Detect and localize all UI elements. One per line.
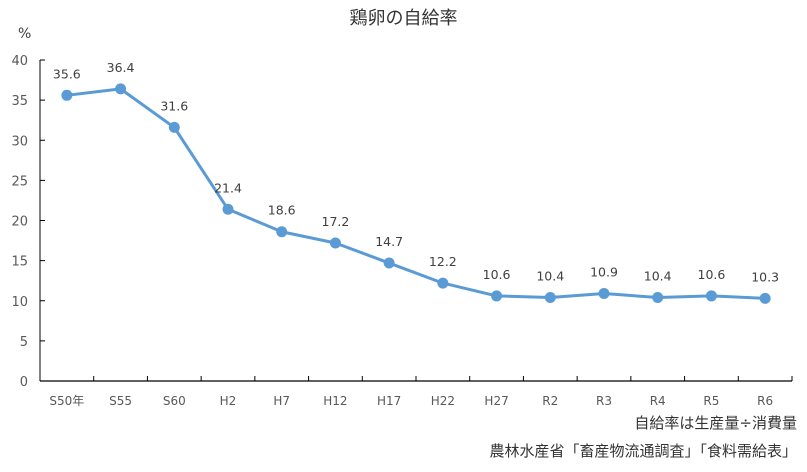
x-tick-label: R3 — [596, 394, 612, 408]
data-point-marker — [437, 277, 449, 289]
series-line — [66, 87, 766, 300]
x-tick-label: H2 — [220, 394, 237, 408]
data-label: 18.6 — [268, 203, 296, 218]
data-point-marker — [168, 121, 180, 133]
x-tick-label: R4 — [650, 394, 666, 408]
y-tick-label: 25 — [11, 174, 28, 189]
data-point-marker — [115, 83, 127, 95]
source-note: 農林水産省「畜産物流通調査」「食料需給表」 — [489, 442, 797, 460]
x-tick-label: H22 — [431, 394, 455, 408]
y-tick-label: 5 — [20, 335, 28, 350]
data-label: 35.6 — [53, 66, 81, 81]
x-tick-label: H7 — [273, 394, 290, 408]
data-label: 12.2 — [429, 254, 457, 269]
y-tick-label: 30 — [11, 134, 28, 149]
data-point-marker — [329, 237, 341, 249]
data-point-marker — [759, 292, 771, 304]
y-tick-label: 15 — [11, 255, 28, 270]
x-tick-label: R2 — [542, 394, 558, 408]
data-point-marker — [276, 226, 288, 238]
data-point-marker — [222, 203, 234, 215]
x-tick-label: S50年 — [49, 394, 84, 408]
data-label: 10.6 — [698, 267, 726, 282]
x-tick-label: R6 — [757, 394, 773, 408]
data-point-marker — [61, 89, 73, 101]
data-label: 10.3 — [751, 269, 779, 284]
chart-title: 鶏卵の自給率 — [349, 8, 458, 29]
x-tick-label: S55 — [109, 394, 132, 408]
y-tick-label: 20 — [11, 215, 28, 230]
y-tick-label: 10 — [11, 295, 28, 310]
y-tick-label: 40 — [11, 54, 28, 69]
data-label: 10.4 — [644, 269, 672, 284]
y-tick-label: 0 — [20, 375, 28, 390]
data-label: 10.9 — [590, 265, 618, 280]
y-axis: 0 5 10 15 20 25 30 35 40 — [11, 54, 45, 390]
data-label: 14.7 — [375, 234, 403, 249]
x-tick-label: R5 — [703, 394, 719, 408]
data-point-marker — [705, 290, 717, 302]
x-tick-label: S60 — [163, 394, 186, 408]
data-label: 31.6 — [160, 98, 188, 113]
y-axis-unit: % — [18, 26, 32, 42]
data-point-marker — [598, 288, 610, 300]
data-point-marker — [491, 290, 503, 302]
data-label: 21.4 — [214, 180, 242, 195]
data-label: 17.2 — [322, 214, 350, 229]
x-tick-label: H12 — [323, 394, 347, 408]
data-point-marker — [652, 292, 664, 304]
x-tick-label: H27 — [484, 394, 508, 408]
data-label: 36.4 — [107, 60, 135, 75]
data-point-marker — [383, 257, 395, 269]
data-label: 10.6 — [483, 267, 511, 282]
y-tick-label: 35 — [11, 94, 28, 109]
data-label: 10.4 — [536, 269, 564, 284]
data-series: 35.6 36.4 31.6 21.4 18.6 17.2 14.7 12.2 10.6 10.4… — [53, 60, 779, 304]
formula-note: 自給率は生産量÷消費量 — [634, 414, 797, 432]
x-axis: S50年 S55 S60 H2 H7 H12 H17 H22 H27 R2 R3 R4 R5 R6 — [40, 376, 793, 408]
data-point-marker — [544, 292, 556, 304]
x-tick-label: H17 — [377, 394, 401, 408]
